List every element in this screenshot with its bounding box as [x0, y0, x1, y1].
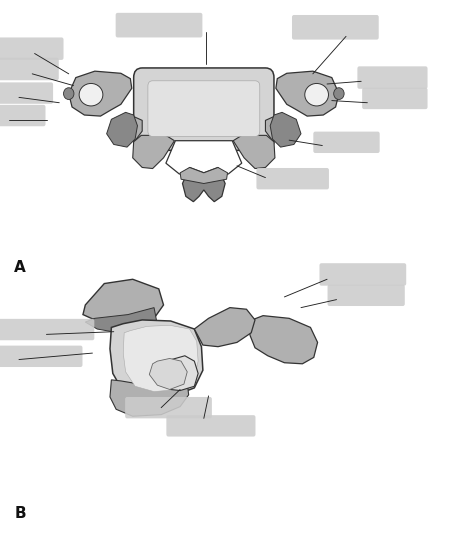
- Polygon shape: [265, 115, 287, 141]
- FancyBboxPatch shape: [0, 58, 59, 80]
- Text: A: A: [14, 260, 26, 275]
- Polygon shape: [110, 320, 203, 399]
- FancyBboxPatch shape: [0, 346, 82, 367]
- Polygon shape: [85, 308, 156, 333]
- FancyBboxPatch shape: [328, 285, 405, 306]
- FancyBboxPatch shape: [125, 397, 212, 418]
- Polygon shape: [107, 112, 137, 147]
- Polygon shape: [121, 115, 142, 141]
- Polygon shape: [166, 141, 242, 178]
- FancyBboxPatch shape: [0, 37, 64, 60]
- FancyBboxPatch shape: [134, 68, 274, 150]
- Polygon shape: [182, 167, 225, 202]
- Polygon shape: [110, 380, 189, 416]
- FancyBboxPatch shape: [0, 105, 46, 126]
- FancyBboxPatch shape: [256, 168, 329, 189]
- Polygon shape: [69, 71, 132, 116]
- Ellipse shape: [64, 88, 74, 100]
- FancyBboxPatch shape: [0, 319, 94, 340]
- Polygon shape: [276, 71, 339, 116]
- FancyBboxPatch shape: [362, 88, 428, 109]
- FancyBboxPatch shape: [292, 15, 379, 40]
- Polygon shape: [123, 325, 198, 392]
- FancyBboxPatch shape: [319, 263, 406, 286]
- Polygon shape: [164, 356, 198, 391]
- Ellipse shape: [334, 88, 344, 100]
- Text: B: B: [14, 506, 26, 521]
- Polygon shape: [194, 308, 255, 347]
- FancyBboxPatch shape: [357, 66, 428, 89]
- Polygon shape: [233, 135, 275, 169]
- Polygon shape: [270, 112, 301, 147]
- Ellipse shape: [305, 83, 328, 106]
- Ellipse shape: [79, 83, 103, 106]
- Polygon shape: [149, 358, 187, 389]
- Polygon shape: [83, 279, 164, 324]
- FancyBboxPatch shape: [148, 81, 260, 136]
- FancyBboxPatch shape: [0, 82, 53, 104]
- FancyBboxPatch shape: [116, 13, 202, 37]
- Polygon shape: [246, 316, 318, 364]
- Polygon shape: [180, 167, 228, 184]
- Polygon shape: [133, 135, 174, 169]
- FancyBboxPatch shape: [166, 415, 255, 437]
- FancyBboxPatch shape: [313, 132, 380, 153]
